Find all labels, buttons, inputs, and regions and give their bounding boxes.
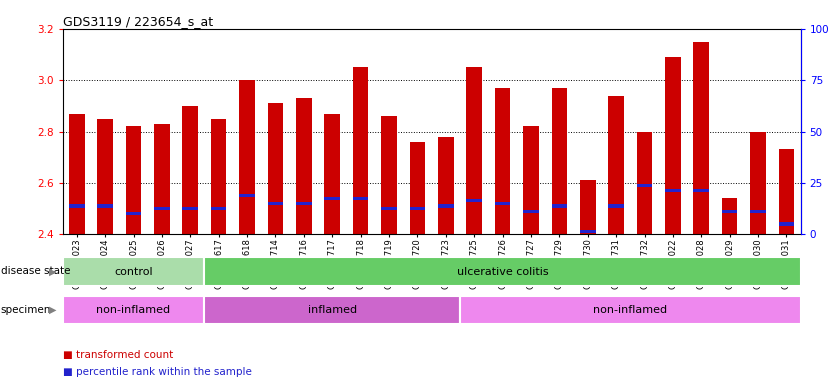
Bar <box>239 194 255 197</box>
Bar <box>665 57 681 234</box>
Bar <box>296 98 312 234</box>
Text: non-inflamed: non-inflamed <box>593 305 667 315</box>
Bar <box>580 180 595 234</box>
Bar <box>98 204 113 207</box>
Bar <box>63 257 204 286</box>
Bar <box>751 132 766 234</box>
Text: ■ percentile rank within the sample: ■ percentile rank within the sample <box>63 367 251 377</box>
Bar <box>694 189 709 192</box>
Bar <box>296 202 312 205</box>
Bar <box>381 207 397 210</box>
Bar <box>722 198 737 234</box>
Bar <box>438 204 454 207</box>
Bar <box>551 204 567 207</box>
Text: inflamed: inflamed <box>308 305 357 315</box>
Bar <box>460 296 801 324</box>
Bar <box>353 197 369 200</box>
Bar <box>495 202 510 205</box>
Bar <box>438 137 454 234</box>
Bar <box>523 126 539 234</box>
Bar <box>211 119 227 234</box>
Bar <box>381 116 397 234</box>
Bar <box>694 41 709 234</box>
Bar <box>779 222 794 225</box>
Bar <box>69 114 84 234</box>
Bar <box>551 88 567 234</box>
Text: GDS3119 / 223654_s_at: GDS3119 / 223654_s_at <box>63 15 213 28</box>
Bar <box>268 103 284 234</box>
Bar <box>353 67 369 234</box>
Bar <box>126 212 141 215</box>
Bar <box>98 119 113 234</box>
Text: ▶: ▶ <box>49 266 57 276</box>
Bar <box>580 230 595 233</box>
Bar <box>636 132 652 234</box>
Text: control: control <box>114 266 153 277</box>
Bar <box>608 204 624 207</box>
Bar <box>239 80 255 234</box>
Bar <box>69 204 84 207</box>
Bar <box>154 207 169 210</box>
Bar <box>409 207 425 210</box>
Bar <box>63 296 204 324</box>
Text: ■ transformed count: ■ transformed count <box>63 350 173 360</box>
Text: disease state: disease state <box>1 266 70 276</box>
Text: non-inflamed: non-inflamed <box>97 305 171 315</box>
Bar <box>636 184 652 187</box>
Text: ▶: ▶ <box>49 305 57 315</box>
Bar <box>154 124 169 234</box>
Bar <box>204 257 801 286</box>
Bar <box>183 106 198 234</box>
Bar <box>523 210 539 213</box>
Bar <box>608 96 624 234</box>
Bar <box>409 142 425 234</box>
Bar <box>779 149 794 234</box>
Bar <box>751 210 766 213</box>
Bar <box>324 197 340 200</box>
Text: ulcerative colitis: ulcerative colitis <box>457 266 549 277</box>
Bar <box>183 207 198 210</box>
Bar <box>211 207 227 210</box>
Bar <box>126 126 141 234</box>
Bar <box>268 202 284 205</box>
Bar <box>466 67 482 234</box>
Bar <box>665 189 681 192</box>
Bar <box>466 199 482 202</box>
Bar <box>324 114 340 234</box>
Bar <box>204 296 460 324</box>
Bar <box>722 210 737 213</box>
Bar <box>495 88 510 234</box>
Text: specimen: specimen <box>1 305 51 315</box>
